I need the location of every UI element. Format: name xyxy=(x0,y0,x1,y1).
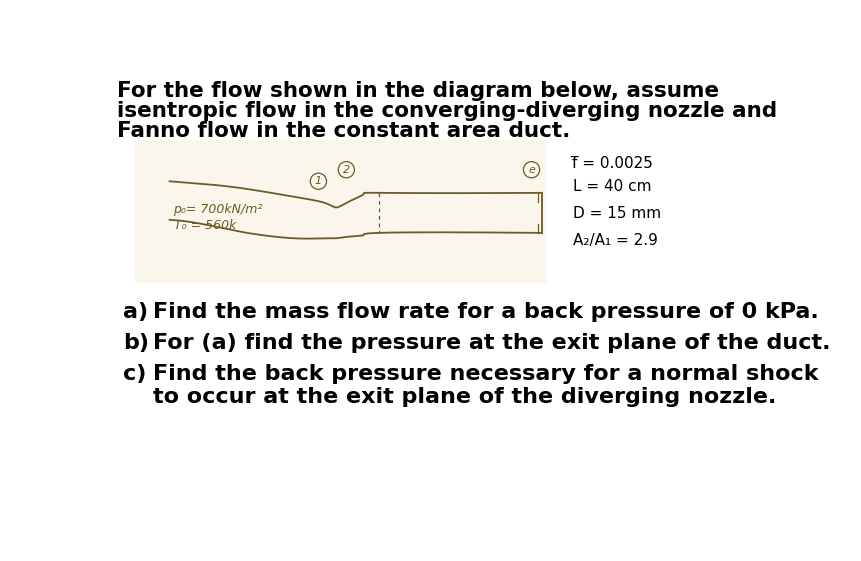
Text: Find the mass flow rate for a back pressure of 0 kPa.: Find the mass flow rate for a back press… xyxy=(152,302,818,322)
Text: T₀ = 560k: T₀ = 560k xyxy=(174,219,236,232)
Text: Find the back pressure necessary for a normal shock: Find the back pressure necessary for a n… xyxy=(152,364,818,384)
Text: 1: 1 xyxy=(315,176,322,186)
FancyBboxPatch shape xyxy=(135,140,546,283)
Text: 2: 2 xyxy=(343,165,350,174)
Text: L = 40 cm: L = 40 cm xyxy=(573,179,651,194)
Text: to occur at the exit plane of the diverging nozzle.: to occur at the exit plane of the diverg… xyxy=(152,387,776,407)
Text: e: e xyxy=(528,165,535,174)
Text: c): c) xyxy=(123,364,146,384)
Text: p₀= 700kN/m²: p₀= 700kN/m² xyxy=(174,203,263,217)
Text: f̅ = 0.0025: f̅ = 0.0025 xyxy=(573,156,653,171)
Text: A₂/A₁ = 2.9: A₂/A₁ = 2.9 xyxy=(573,233,658,248)
Text: b): b) xyxy=(123,333,149,353)
Text: For (a) find the pressure at the exit plane of the duct.: For (a) find the pressure at the exit pl… xyxy=(152,333,830,353)
Text: For the flow shown in the diagram below, assume: For the flow shown in the diagram below,… xyxy=(117,81,719,101)
Text: a): a) xyxy=(123,302,148,322)
Text: isentropic flow in the converging-diverging nozzle and: isentropic flow in the converging-diverg… xyxy=(117,101,777,121)
Text: Fanno flow in the constant area duct.: Fanno flow in the constant area duct. xyxy=(117,121,570,141)
Text: D = 15 mm: D = 15 mm xyxy=(573,206,660,221)
